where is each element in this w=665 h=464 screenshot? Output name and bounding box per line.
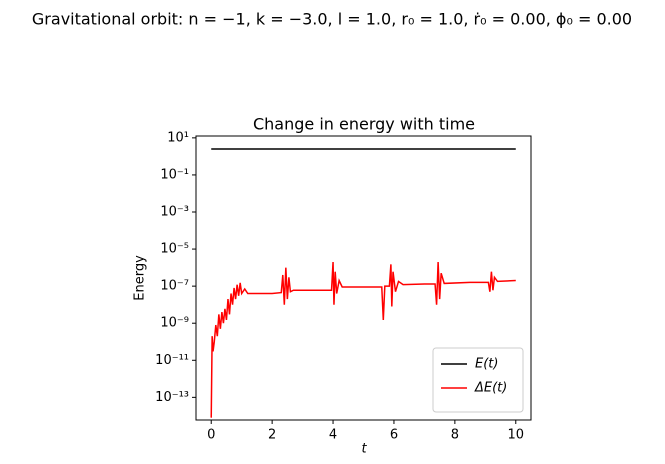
y-tick-label: 10⁻⁵ <box>160 242 189 257</box>
plot-frame <box>195 135 532 421</box>
x-tick-label: 2 <box>268 428 276 443</box>
x-tick-label: 10 <box>507 428 524 443</box>
y-axis-label: Energy <box>133 255 148 301</box>
series-line <box>210 261 516 418</box>
y-tick-label: 10¹ <box>167 130 189 145</box>
x-tick-label: 0 <box>207 428 215 443</box>
y-tick-label: 10⁻⁷ <box>160 279 189 294</box>
y-tick-label: 10⁻⁹ <box>160 316 189 331</box>
suptitle: Gravitational orbit: n = −1, k = −3.0, l… <box>32 10 632 29</box>
legend-label: ΔE(t) <box>474 381 507 396</box>
legend-label: E(t) <box>475 357 498 372</box>
chart-title: Change in energy with time <box>253 115 475 134</box>
x-axis-label: t <box>361 442 367 457</box>
y-tick-label: 10⁻¹ <box>160 167 189 182</box>
y-tick-label: 10⁻¹³ <box>155 390 189 405</box>
y-tick-label: 10⁻³ <box>160 205 189 220</box>
x-tick-label: 4 <box>329 428 337 443</box>
x-tick-label: 6 <box>390 428 398 443</box>
x-tick-label: 8 <box>451 428 459 443</box>
y-tick-label: 10⁻¹¹ <box>155 353 189 368</box>
